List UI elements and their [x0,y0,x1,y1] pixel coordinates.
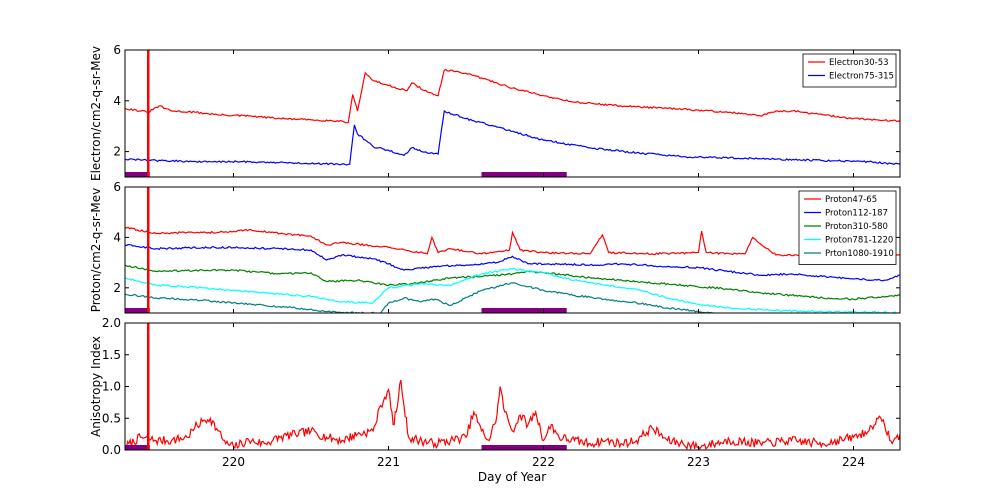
legend: Electron30-53 Electron75-315 [802,53,897,88]
x-tick-label: 222 [532,455,555,469]
series-line-anisotropy [125,379,900,450]
plot-area [125,50,900,177]
interval-bar [481,445,567,450]
y-tick-label: 1.5 [102,348,121,362]
x-tick-label: 223 [687,455,710,469]
legend-label: Prton1080-1910 [825,249,894,259]
plot-area [125,187,900,313]
plot-area [125,323,900,450]
y-axis: 2 4 6 [113,43,900,159]
y-axis: 0.0 0.5 1.0 1.5 2.0 [102,316,900,457]
x-axis: 220 221 222 223 224 [222,323,865,469]
panel-3: 0.0 0.5 1.0 1.5 2.0 220 221 222 223 224 Anisotropy… [89,316,901,469]
y-axis-label: Electron/cm2-q-sr-Mev [89,46,103,181]
x-tick-label: 221 [377,455,400,469]
legend-label: Proton112-187 [825,209,888,219]
series-line-proton47-65 [125,226,900,259]
interval-bar [125,308,150,313]
y-axis-label: Proton/cm2-q-sr-Mev [89,188,103,313]
legend-label: Proton781-1220 [825,236,893,246]
y-tick-label: 4 [113,94,121,108]
legend: Proton47-65 Proton112-187 Proton310-580 Pro… [798,190,897,265]
y-tick-label: 0.5 [102,411,121,425]
y-tick-label: 2 [113,281,121,295]
interval-bar [125,172,150,177]
legend-label: Electron30-53 [829,58,889,68]
legend-box [798,190,897,265]
interval-bar [481,172,567,177]
y-tick-label: 0.0 [102,443,121,457]
x-tick-label: 220 [222,455,245,469]
series-line-proton310-580 [125,264,900,301]
legend-label: Proton47-65 [825,195,877,205]
plot-frame [124,186,901,314]
series-line-prton1080-1910 [125,282,714,313]
y-axis-label: Anisotropy Index [89,336,103,437]
series-line-electron75-315 [125,109,900,166]
legend-label: Proton310-580 [825,222,888,232]
interval-bar [481,308,567,313]
y-tick-label: 6 [113,180,121,194]
series-line-proton781-1220 [125,267,900,313]
y-tick-label: 6 [113,43,121,57]
series-line-electron30-53 [125,68,900,124]
y-tick-label: 4 [113,230,121,244]
y-tick-label: 2 [113,145,121,159]
y-axis: 2 4 6 [113,180,900,295]
interval-bar [125,445,150,450]
x-tick-label: 224 [842,455,865,469]
legend-label: Electron75-315 [829,72,894,82]
plot-frame [124,49,901,178]
x-axis [233,50,854,177]
x-axis-label: Day of Year [478,470,546,484]
y-tick-label: 1.0 [102,380,121,394]
x-axis [233,187,854,313]
series-line-proton112-187 [125,243,900,282]
legend-box [802,53,897,88]
y-tick-label: 2.0 [102,316,121,330]
panel-2: 2 4 6 Proton/cm2-q-sr-Mev Proton47-65 Proton1… [89,180,901,314]
